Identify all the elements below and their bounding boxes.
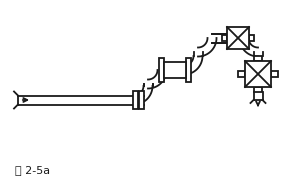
Bar [166,63,174,77]
Bar [271,71,278,77]
Bar [133,91,138,109]
Bar [222,35,227,41]
Bar [245,61,271,87]
Bar [238,71,245,77]
Bar [227,27,249,49]
Bar [164,62,186,78]
Bar [159,58,164,82]
Bar [186,58,191,82]
Bar [254,56,262,61]
Bar [249,35,254,41]
Text: 图 2-5a: 图 2-5a [15,165,50,175]
Bar [139,91,144,109]
Bar [254,87,262,92]
